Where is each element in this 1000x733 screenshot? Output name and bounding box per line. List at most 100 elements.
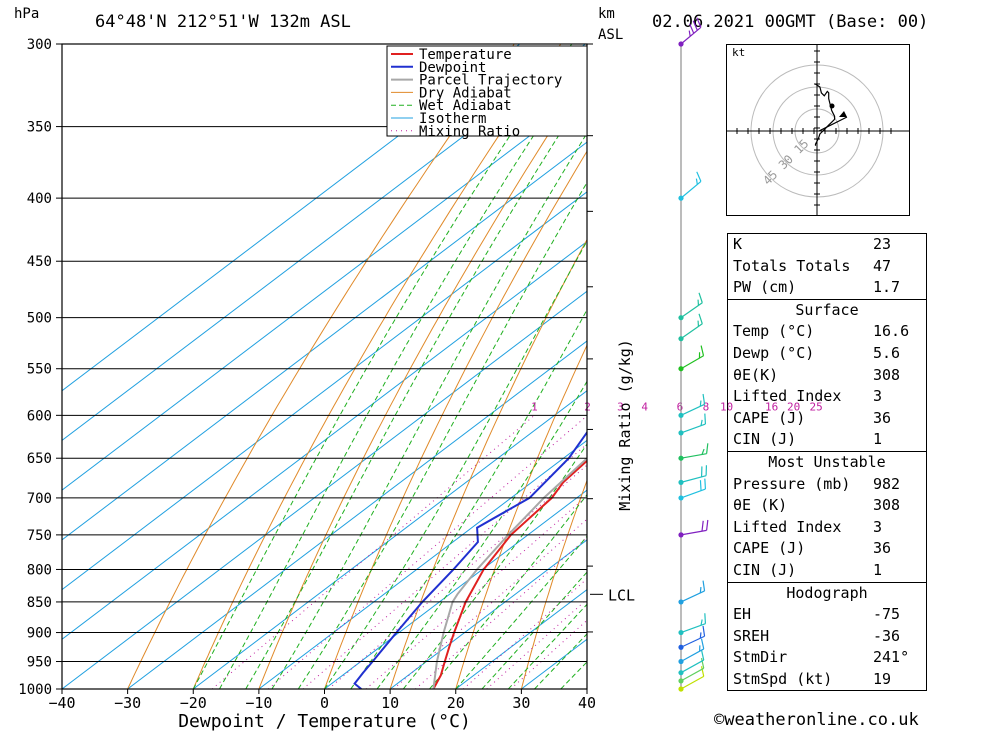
index-value: 308 xyxy=(873,365,901,384)
hodograph-panel: kt 15 30 45 xyxy=(726,44,910,216)
wind-level-dot xyxy=(678,678,684,684)
wind-barb xyxy=(678,625,706,650)
hodograph-ring-label: 15 xyxy=(791,136,811,156)
hodograph-trace xyxy=(814,83,836,146)
dry-adiabat-line xyxy=(520,479,587,689)
wind-barb-feather xyxy=(688,30,691,37)
mixing-ratio-label: 3 xyxy=(617,400,624,413)
wet-adiabat-line xyxy=(455,535,587,689)
mixing-ratio-label: 8 xyxy=(703,400,710,413)
pressure-tick-label: 300 xyxy=(27,37,52,53)
isotherm-line xyxy=(62,191,587,591)
wet-adiabat-line xyxy=(245,90,587,689)
wind-level-dot xyxy=(678,644,684,650)
x-tick-label: −20 xyxy=(180,694,207,712)
wet-adiabat-line xyxy=(192,44,573,689)
wind-barb xyxy=(678,393,706,418)
wind-barb-feather xyxy=(700,657,705,669)
wind-barb xyxy=(678,478,707,501)
wind-level-dot xyxy=(678,412,684,418)
x-tick-label: −40 xyxy=(48,694,75,712)
x-tick-label: −30 xyxy=(114,694,141,712)
wind-barb xyxy=(678,613,707,636)
index-row: Totals Totals 47 xyxy=(728,256,926,278)
wind-barb-feather xyxy=(692,20,698,31)
wind-barb-feather xyxy=(700,419,703,426)
wind-barb-feather xyxy=(702,625,706,637)
x-tick-label: 0 xyxy=(320,694,329,712)
index-row: K 23 xyxy=(728,234,926,256)
legend-entry: Dry Adiabat xyxy=(419,85,512,101)
wind-level-dot xyxy=(678,455,684,461)
isotherm-line xyxy=(62,44,520,392)
wind-level-dot xyxy=(678,495,684,501)
wind-barb-feather xyxy=(689,23,695,34)
x-tick-label: 10 xyxy=(381,694,399,712)
index-row: Temp (°C) 16.6 xyxy=(728,321,926,343)
wet-adiabat-line xyxy=(507,603,587,689)
wind-level-dot xyxy=(678,532,684,538)
dry-adiabat-line xyxy=(192,44,562,689)
index-label: SREH xyxy=(733,626,770,645)
dry-adiabat-line xyxy=(981,44,1000,689)
wind-barb-feather xyxy=(700,619,703,626)
pressure-unit-label: hPa xyxy=(14,6,40,22)
mixing-ratio-line xyxy=(462,578,587,689)
index-value: 23 xyxy=(873,235,892,253)
pressure-tick-label: 400 xyxy=(27,191,52,207)
wind-level-dot xyxy=(678,315,684,321)
datetime-label: 02.06.2021 00GMT (Base: 00) xyxy=(652,12,929,32)
legend-entry: Temperature xyxy=(419,47,512,63)
wind-barb-feather xyxy=(706,443,709,454)
series-line-temperature xyxy=(432,459,587,689)
wind-level-dot xyxy=(678,670,684,676)
legend-entry: Wet Adiabat xyxy=(419,98,512,114)
pressure-tick-label: 900 xyxy=(27,626,52,642)
index-value: -75 xyxy=(873,605,901,624)
index-value: 36 xyxy=(873,408,892,427)
x-tick-label: −10 xyxy=(245,694,272,712)
pressure-tick-label: 350 xyxy=(27,120,52,136)
wind-barb-feather xyxy=(700,666,705,677)
index-label: CIN (J) xyxy=(733,430,797,449)
wind-level-dot xyxy=(678,366,684,372)
wind-barb-feather xyxy=(699,587,702,593)
index-value: 308 xyxy=(873,496,901,515)
wind-barb xyxy=(678,649,705,676)
index-value: 3 xyxy=(873,517,883,536)
index-value: 36 xyxy=(873,539,892,558)
index-row: Lifted Index 3 xyxy=(728,517,926,539)
index-label: θE(K) xyxy=(733,365,779,384)
pressure-tick-label: 800 xyxy=(27,562,52,578)
isotherm-line xyxy=(62,141,587,541)
surface-section: Surface Temp (°C) 16.6 Dewp (°C) 5.6 θE(K) 30… xyxy=(728,298,926,451)
index-value: 241° xyxy=(873,648,910,667)
wind-barb xyxy=(678,519,709,538)
wind-barb-feather xyxy=(701,448,705,455)
index-label: PW (cm) xyxy=(733,278,797,297)
dry-adiabat-line xyxy=(915,44,1000,689)
wind-barb xyxy=(678,465,708,485)
index-label: CAPE (J) xyxy=(733,408,806,427)
wind-barb xyxy=(678,443,709,461)
index-value: 1 xyxy=(873,430,883,449)
wind-barb-staff xyxy=(680,423,706,434)
mixing-ratio-label: 25 xyxy=(810,400,823,413)
index-label: Lifted Index xyxy=(733,517,842,536)
wind-barb-feather xyxy=(696,17,702,28)
wind-barb-feather xyxy=(700,638,705,650)
index-label: CIN (J) xyxy=(733,560,797,579)
index-label: CAPE (J) xyxy=(733,539,806,558)
index-row: EH -75 xyxy=(728,604,926,626)
pressure-tick-label: 850 xyxy=(27,595,52,611)
km-label: km xyxy=(598,6,615,22)
wind-barb-staff xyxy=(680,667,705,682)
wind-barb-staff xyxy=(680,675,705,690)
wind-barb xyxy=(678,666,705,692)
dry-adiabat-line xyxy=(258,73,587,689)
legend-entry: Dewpoint xyxy=(419,60,486,76)
wind-barb-staff xyxy=(680,623,706,634)
wind-barb-staff xyxy=(680,26,702,45)
mixing-ratio-line xyxy=(328,464,587,689)
